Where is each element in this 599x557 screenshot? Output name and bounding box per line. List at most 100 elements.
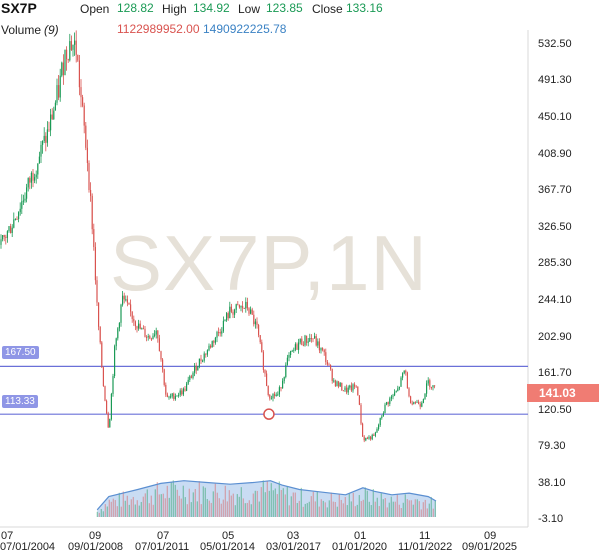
candle-body <box>67 59 69 61</box>
candle-body <box>155 330 157 335</box>
y-tick-label: 450.10 <box>538 111 572 123</box>
candle-body <box>147 336 149 338</box>
candle-body <box>432 385 434 388</box>
candle-body <box>398 386 400 389</box>
candle-body <box>408 388 410 397</box>
candle-body <box>302 344 304 346</box>
candle-body <box>54 102 56 111</box>
candle-body <box>290 351 292 355</box>
candle-body <box>323 349 325 353</box>
y-tick-label: 532.50 <box>538 38 572 50</box>
x-date-label: 05/01/2014 <box>200 541 256 553</box>
candle-body <box>96 280 98 303</box>
candle-body <box>338 381 340 387</box>
candle-body <box>267 385 269 395</box>
high-value: 134.92 <box>193 1 230 15</box>
candle-body <box>334 380 336 387</box>
candle-body <box>203 353 205 361</box>
candle-body <box>371 434 373 440</box>
candle-body <box>150 338 152 340</box>
candle-body <box>218 332 220 333</box>
candle-body <box>413 402 415 404</box>
candle-body <box>373 434 375 436</box>
candle-body <box>330 365 332 370</box>
candle-body <box>213 341 215 343</box>
candle-body <box>139 323 141 329</box>
candle-body <box>277 394 279 396</box>
candle-body <box>357 386 359 396</box>
candle-body <box>320 347 322 351</box>
candle-body <box>75 40 77 55</box>
candle-body <box>339 382 341 387</box>
candle-body <box>82 97 84 106</box>
candle-body <box>141 328 143 330</box>
candle-body <box>16 218 18 220</box>
candle-body <box>35 174 37 178</box>
candle-body <box>240 306 242 308</box>
candle-body <box>24 198 26 201</box>
candle-body <box>222 320 224 332</box>
candle-body <box>403 370 405 374</box>
candle-body <box>419 404 421 407</box>
candle-body <box>202 360 204 362</box>
candle-body <box>288 355 290 358</box>
candle-body <box>210 345 212 348</box>
candle-body <box>362 423 364 437</box>
candle-body <box>376 429 378 433</box>
candle-body <box>45 135 47 143</box>
candle-body <box>248 308 250 314</box>
x-date-label: 09/01/2025 <box>462 541 518 553</box>
candle-body <box>88 163 90 190</box>
candle-body <box>261 342 263 353</box>
lower-level-badge[interactable]: 113.33 <box>2 395 38 408</box>
y-tick-label: 38.10 <box>538 477 566 489</box>
candle-body <box>346 387 348 393</box>
candle-body <box>426 383 428 394</box>
low-value: 123.85 <box>266 1 303 15</box>
candle-body <box>379 417 381 425</box>
candle-body <box>178 394 180 396</box>
candle-body <box>325 352 327 362</box>
candle-body <box>13 219 15 228</box>
candle-body <box>310 338 312 339</box>
candle-body <box>77 54 79 61</box>
candle-body <box>123 295 125 300</box>
candle-body <box>174 396 176 400</box>
candle-body <box>3 235 5 237</box>
candle-body <box>37 163 39 175</box>
candle-body <box>43 135 45 141</box>
candle-body <box>243 308 245 309</box>
candle-body <box>163 369 165 385</box>
candle-body <box>301 338 303 345</box>
candle-body <box>259 335 261 343</box>
candle-body <box>307 341 309 343</box>
upper-level-badge[interactable]: 167.50 <box>2 346 39 359</box>
candle-body <box>69 41 71 61</box>
candle-body <box>270 398 272 400</box>
candle-body <box>170 396 172 398</box>
symbol-label: SX7P <box>1 0 37 16</box>
candle-body <box>182 388 184 395</box>
candle-body <box>331 369 333 381</box>
candle-body <box>40 144 42 157</box>
candle-body <box>122 295 124 305</box>
candle-body <box>211 341 213 348</box>
y-tick-label: 202.90 <box>538 331 572 343</box>
candle-body <box>197 366 199 371</box>
candle-body <box>411 403 413 405</box>
volume-ma-line <box>96 480 437 511</box>
candle-body <box>206 350 208 355</box>
candle-body <box>352 384 354 391</box>
volume-value: 1122989952.00 <box>117 22 200 36</box>
y-tick-label: 120.50 <box>538 404 572 416</box>
candle-body <box>59 75 61 98</box>
candle-body <box>322 347 324 350</box>
candle-body <box>133 318 135 322</box>
candle-body <box>187 379 189 384</box>
candle-body <box>341 382 343 391</box>
candle-body <box>216 332 218 338</box>
candle-body <box>34 177 36 181</box>
candle-body <box>51 114 53 120</box>
candle-body <box>374 432 376 436</box>
